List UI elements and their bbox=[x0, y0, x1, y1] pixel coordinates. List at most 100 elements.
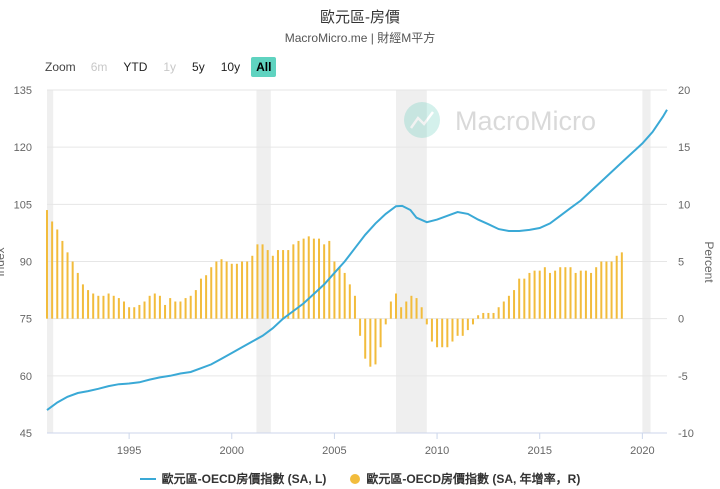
yoy-bar bbox=[554, 270, 557, 319]
yoy-bar bbox=[102, 295, 105, 319]
line-swatch-icon bbox=[139, 477, 156, 480]
yoy-bar bbox=[548, 272, 551, 319]
yoy-bar bbox=[225, 261, 228, 319]
yoy-bar bbox=[179, 301, 182, 319]
yoy-bar bbox=[384, 318, 387, 325]
y-left-tick-label: 90 bbox=[20, 257, 32, 269]
yoy-bar bbox=[584, 270, 587, 319]
watermark: MacroMicro bbox=[404, 102, 596, 138]
chart-subtitle: MacroMicro.me | 財經M平方 bbox=[284, 31, 436, 45]
zoom-label: Zoom bbox=[45, 60, 76, 74]
yoy-bar bbox=[523, 278, 526, 319]
zoom-10y-button[interactable]: 10y bbox=[220, 60, 241, 74]
yoy-bar bbox=[451, 318, 454, 342]
yoy-bar bbox=[292, 244, 295, 319]
yoy-bar bbox=[169, 298, 172, 319]
yoy-bar bbox=[482, 312, 485, 319]
yoy-bar bbox=[615, 255, 618, 319]
chart-plot[interactable]: MacroMicro 45 60 75 90 105 120 135 -10 -5 0 5 10 15 2… bbox=[0, 0, 720, 470]
yoy-bar bbox=[148, 295, 151, 319]
yoy-bar bbox=[564, 267, 567, 319]
y-right-tick-label: 10 bbox=[678, 199, 690, 211]
yoy-bar bbox=[133, 307, 136, 319]
yoy-bar bbox=[374, 318, 377, 365]
yoy-bar bbox=[205, 275, 208, 319]
yoy-bar bbox=[620, 252, 623, 319]
yoy-bar bbox=[415, 298, 418, 319]
yoy-bar bbox=[143, 301, 146, 319]
yoy-bar bbox=[230, 263, 233, 319]
yoy-bar bbox=[246, 261, 249, 319]
yoy-bar bbox=[389, 301, 392, 319]
yoy-bar bbox=[610, 261, 613, 319]
zoom-all-button[interactable]: All bbox=[251, 57, 277, 77]
x-tick-label: 2020 bbox=[630, 445, 654, 457]
yoy-bar bbox=[605, 261, 608, 319]
yoy-bar bbox=[420, 307, 423, 319]
y-left-tick-label: 105 bbox=[14, 199, 32, 211]
yoy-bar bbox=[471, 318, 474, 325]
yoy-bar bbox=[348, 284, 351, 319]
y-right-tick-label: 15 bbox=[678, 142, 690, 154]
y-right-tick-label: 5 bbox=[678, 257, 684, 269]
legend-label-yoy: 歐元區-OECD房價指數 (SA, 年增率，R) bbox=[366, 472, 581, 486]
y-left-axis-title: Index bbox=[0, 247, 7, 276]
yoy-bar bbox=[66, 252, 69, 319]
zoom-6m-button[interactable]: 6m bbox=[90, 60, 108, 74]
yoy-bar bbox=[107, 293, 110, 319]
yoy-bar bbox=[302, 238, 305, 319]
yoy-bar bbox=[112, 295, 115, 319]
yoy-bar bbox=[595, 267, 598, 319]
y-left-tick-label: 135 bbox=[14, 85, 32, 97]
x-tick-label: 2000 bbox=[220, 445, 244, 457]
watermark-trend-icon bbox=[409, 111, 434, 129]
yoy-bar bbox=[400, 307, 403, 319]
yoy-bar bbox=[518, 278, 521, 319]
yoy-bar bbox=[220, 259, 223, 319]
yoy-bar bbox=[256, 244, 259, 319]
yoy-bar bbox=[251, 255, 254, 319]
yoy-bar bbox=[502, 301, 505, 319]
axes: 45 60 75 90 105 120 135 -10 -5 0 5 10 15 20 1995 2000 20… bbox=[0, 85, 716, 457]
yoy-bar bbox=[312, 238, 315, 319]
zoom-1y-button[interactable]: 1y bbox=[163, 60, 177, 74]
yoy-bar bbox=[261, 244, 264, 319]
y-right-tick-label: 20 bbox=[678, 85, 690, 97]
yoy-bar bbox=[461, 318, 464, 336]
yoy-bar bbox=[590, 272, 593, 319]
yoy-bar bbox=[446, 318, 449, 348]
yoy-bar bbox=[276, 250, 279, 319]
yoy-bar bbox=[492, 312, 495, 319]
yoy-bar bbox=[210, 267, 213, 319]
y-right-axis-title: Percent bbox=[702, 241, 716, 283]
yoy-bar bbox=[343, 272, 346, 319]
legend-label-index: 歐元區-OECD房價指數 (SA, L) bbox=[161, 472, 327, 486]
y-left-tick-label: 75 bbox=[20, 314, 32, 326]
yoy-bar bbox=[338, 267, 341, 319]
yoy-bar bbox=[466, 318, 469, 331]
yoy-bar bbox=[507, 295, 510, 319]
y-left-tick-label: 45 bbox=[20, 428, 32, 440]
yoy-bar bbox=[158, 295, 161, 319]
yoy-bar bbox=[579, 270, 582, 319]
yoy-bar bbox=[241, 261, 244, 319]
watermark-logo-icon bbox=[404, 102, 440, 138]
legend-item-yoy[interactable]: 歐元區-OECD房價指數 (SA, 年增率，R) bbox=[350, 470, 580, 487]
yoy-bar bbox=[456, 318, 459, 336]
x-tick-label: 2010 bbox=[425, 445, 449, 457]
yoy-bar bbox=[497, 307, 500, 319]
y-left-tick-label: 60 bbox=[20, 371, 32, 383]
y-right-tick-label: 0 bbox=[678, 314, 684, 326]
yoy-bar bbox=[164, 304, 167, 319]
chart-title: 歐元區-房價 bbox=[320, 9, 400, 26]
yoy-bar bbox=[395, 293, 398, 319]
yoy-bar bbox=[359, 318, 362, 336]
yoy-bar bbox=[436, 318, 439, 348]
yoy-bar bbox=[318, 238, 321, 319]
yoy-bar bbox=[405, 301, 408, 319]
zoom-5y-button[interactable]: 5y bbox=[192, 60, 205, 74]
zoom-ytd-button[interactable]: YTD bbox=[123, 60, 148, 74]
dot-swatch-icon bbox=[350, 473, 361, 484]
x-tick-label: 1995 bbox=[117, 445, 141, 457]
legend-item-index[interactable]: 歐元區-OECD房價指數 (SA, L) bbox=[139, 470, 327, 487]
